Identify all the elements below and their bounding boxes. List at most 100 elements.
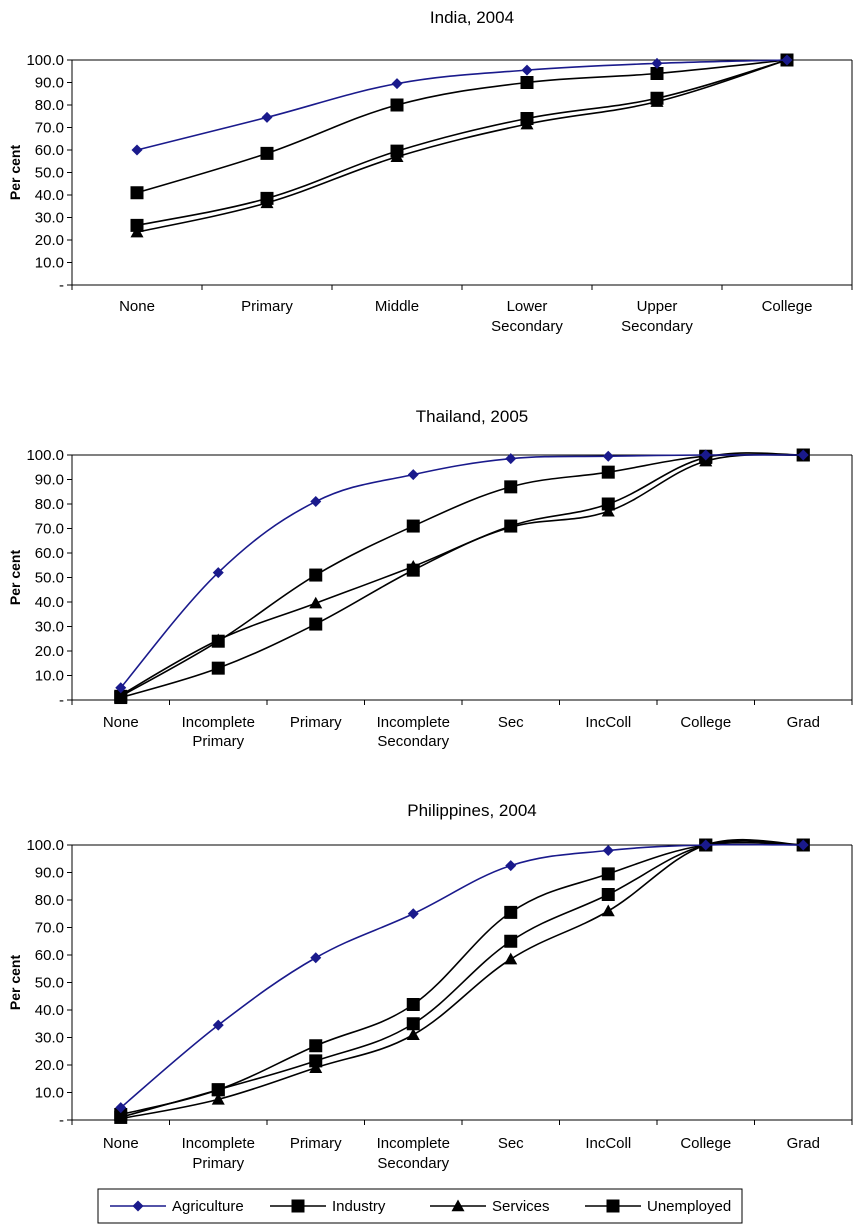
- y-tick-label: -: [59, 277, 64, 294]
- x-tick-label: Grad: [787, 714, 820, 731]
- data-point-agriculture: [700, 449, 712, 461]
- x-tick-label: College: [680, 1135, 731, 1152]
- y-tick-label: 80.0: [35, 892, 64, 909]
- data-point-services: [260, 196, 274, 209]
- data-point-agriculture: [602, 450, 614, 462]
- data-point-industry: [601, 465, 615, 479]
- series-line-services: [136, 59, 788, 233]
- data-point-agriculture: [212, 1019, 224, 1031]
- data-point-industry: [130, 186, 144, 200]
- y-tick-label: 90.0: [35, 472, 64, 489]
- data-point-agriculture: [797, 449, 809, 461]
- data-point-industry: [260, 146, 274, 160]
- series-line-unemployed: [120, 840, 804, 1119]
- data-point-agriculture: [505, 453, 517, 465]
- data-point-industry: [650, 67, 664, 80]
- y-tick-label: 20.0: [35, 232, 64, 249]
- chart-title: Thailand, 2005: [416, 407, 528, 426]
- data-point-services: [211, 1092, 225, 1105]
- y-tick-label: 90.0: [35, 865, 64, 882]
- x-tick-label: Incomplete Primary: [182, 1135, 255, 1172]
- x-tick-label: Upper Secondary: [621, 298, 693, 335]
- data-point-industry: [309, 568, 323, 582]
- data-point-services: [390, 150, 404, 162]
- y-tick-label: 20.0: [35, 643, 64, 660]
- x-tick-label: College: [762, 298, 813, 315]
- x-tick-label: Primary: [241, 298, 293, 315]
- x-tick-label: Primary: [290, 714, 342, 731]
- y-tick-label: 60.0: [35, 545, 64, 562]
- y-tick-label: 100.0: [26, 447, 64, 464]
- y-tick-label: 30.0: [35, 619, 64, 636]
- data-point-industry: [114, 689, 128, 703]
- y-tick-label: 40.0: [35, 1002, 64, 1019]
- data-point-unemployed: [406, 1017, 420, 1031]
- x-tick-label: College: [680, 714, 731, 731]
- data-point-agriculture: [521, 64, 533, 76]
- data-point-unemployed: [309, 617, 323, 631]
- data-point-industry: [406, 519, 420, 533]
- data-point-agriculture: [781, 54, 793, 66]
- series-line-services: [120, 838, 804, 1120]
- x-tick-label: None: [103, 714, 139, 731]
- data-point-industry: [390, 98, 404, 112]
- data-point-unemployed: [211, 661, 225, 675]
- data-point-agriculture: [797, 839, 809, 851]
- chart-title: India, 2004: [430, 8, 514, 27]
- x-tick-label: None: [119, 298, 155, 315]
- data-point-agriculture: [212, 567, 224, 579]
- legend-label-agriculture: Agriculture: [172, 1198, 244, 1215]
- x-tick-label: IncColl: [585, 714, 631, 731]
- y-tick-label: 30.0: [35, 210, 64, 227]
- data-point-agriculture: [700, 839, 712, 851]
- data-point-agriculture: [261, 111, 273, 123]
- data-point-services: [650, 95, 664, 107]
- legend-item-services: Services: [430, 1198, 550, 1215]
- y-tick-label: 80.0: [35, 496, 64, 513]
- data-point-services: [309, 1061, 323, 1073]
- data-point-industry: [211, 634, 225, 648]
- data-point-services: [601, 504, 615, 517]
- series-line-agriculture: [136, 59, 788, 151]
- data-point-unemployed: [601, 497, 615, 511]
- x-tick-label: Primary: [290, 1135, 342, 1152]
- legend-marker-services: [451, 1199, 465, 1212]
- x-tick-label: Grad: [787, 1135, 820, 1152]
- x-tick-label: Sec: [498, 1135, 524, 1152]
- data-point-agriculture: [115, 1102, 127, 1114]
- y-tick-label: -: [59, 692, 64, 709]
- y-tick-label: 70.0: [35, 521, 64, 538]
- y-tick-label: -: [59, 1112, 64, 1129]
- y-tick-label: 60.0: [35, 947, 64, 964]
- y-tick-label: 70.0: [35, 120, 64, 137]
- data-point-industry: [211, 1083, 225, 1097]
- y-axis-label: Per cent: [7, 955, 23, 1011]
- y-tick-label: 30.0: [35, 1030, 64, 1047]
- data-point-agriculture: [310, 496, 322, 508]
- data-point-industry: [114, 1108, 128, 1121]
- legend: Agriculture Industry Services Unemployed: [97, 1188, 743, 1224]
- legend-label-services: Services: [492, 1198, 550, 1215]
- series-line-industry: [120, 453, 804, 698]
- data-point-unemployed: [309, 1054, 323, 1068]
- data-point-industry: [601, 867, 615, 881]
- x-tick-label: Incomplete Secondary: [377, 714, 450, 750]
- series-line-unemployed: [136, 59, 788, 227]
- y-tick-label: 10.0: [35, 255, 64, 272]
- y-tick-label: 60.0: [35, 142, 64, 159]
- data-point-industry: [504, 905, 518, 919]
- y-tick-label: 100.0: [26, 837, 64, 854]
- y-tick-label: 10.0: [35, 1085, 64, 1102]
- y-tick-label: 50.0: [35, 165, 64, 182]
- series-line-industry: [136, 59, 788, 194]
- data-point-services: [504, 952, 518, 965]
- data-point-industry: [504, 480, 518, 494]
- y-tick-label: 50.0: [35, 975, 64, 992]
- x-tick-label: Sec: [498, 714, 524, 731]
- data-point-agriculture: [505, 860, 517, 872]
- series-line-services: [120, 453, 804, 696]
- series-line-agriculture: [120, 454, 804, 689]
- series-line-unemployed: [120, 452, 804, 699]
- y-tick-label: 90.0: [35, 75, 64, 92]
- y-tick-label: 20.0: [35, 1057, 64, 1074]
